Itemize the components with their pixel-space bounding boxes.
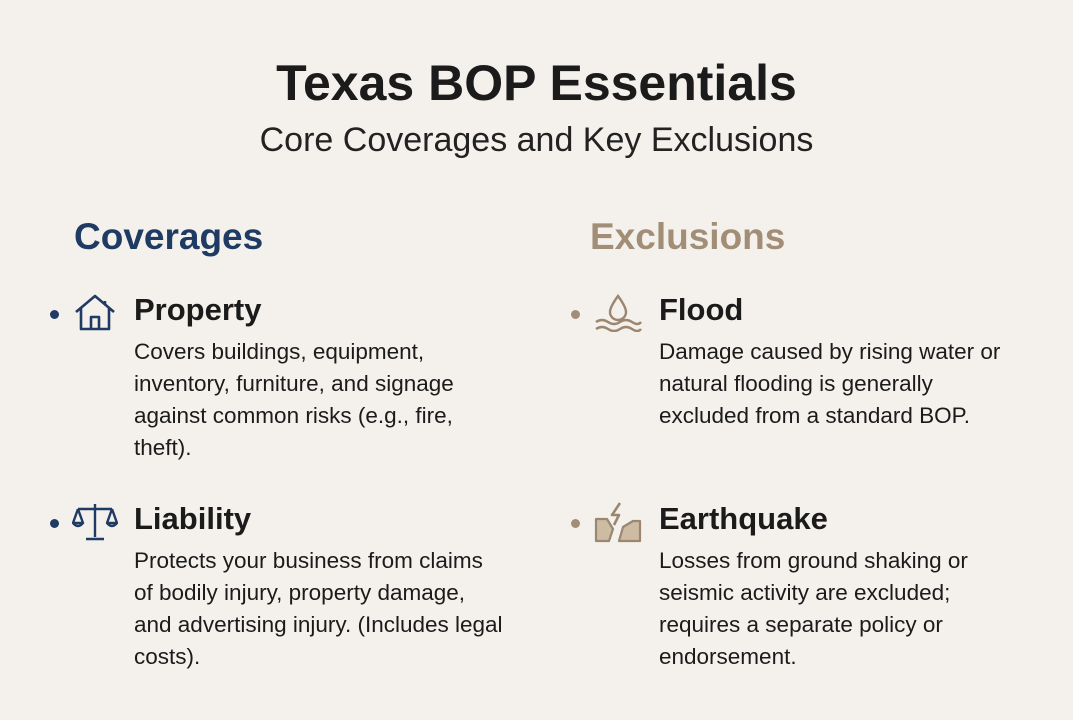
flood-icon: [595, 293, 642, 332]
item-description: Losses from ground shaking or seismic ac…: [659, 548, 968, 669]
bullet: [571, 310, 580, 319]
column-heading: Coverages: [74, 216, 264, 257]
item-title: Liability: [134, 501, 252, 536]
item-title: Flood: [659, 292, 744, 327]
earthquake-icon: [594, 502, 642, 543]
bullet: [50, 519, 59, 528]
item-title: Earthquake: [659, 501, 828, 536]
item-description: Protects your business from claims of bo…: [134, 548, 503, 669]
house-icon: [75, 294, 115, 331]
scales-icon: [72, 504, 118, 541]
bullet: [50, 310, 59, 319]
item-description: Damage caused by rising water or natural…: [659, 339, 1001, 428]
column-heading: Exclusions: [590, 216, 786, 257]
subtitle: Core Coverages and Key Exclusions: [259, 121, 814, 159]
bullet: [571, 519, 580, 528]
item-description: Covers buildings, equipment, inventory, …: [134, 339, 454, 460]
title: Texas BOP Essentials: [276, 55, 797, 111]
item-title: Property: [134, 292, 262, 327]
